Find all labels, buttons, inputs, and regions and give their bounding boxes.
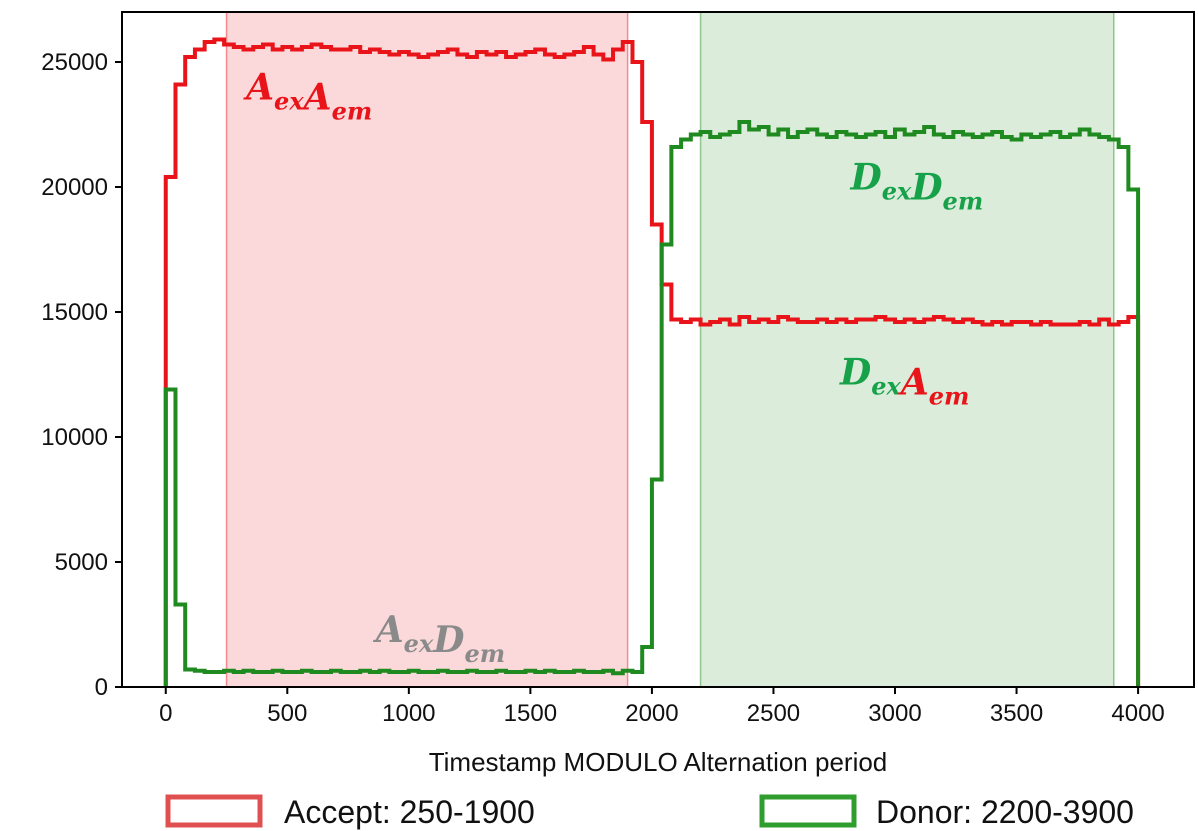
y-tick-label: 10000 xyxy=(41,424,108,451)
series-line-1 xyxy=(163,120,1141,687)
y-tick-label: 20000 xyxy=(41,174,108,201)
plot-frame xyxy=(121,11,1195,688)
annotation-subscript: em xyxy=(943,187,984,216)
x-tick-label: 3000 xyxy=(868,700,921,727)
legend-swatch-0 xyxy=(165,794,263,828)
x-tick-label: 2000 xyxy=(625,700,678,727)
y-tick-label: 0 xyxy=(95,674,108,701)
y-tick-label: 5000 xyxy=(55,549,108,576)
annotation-symbol: D xyxy=(432,619,464,661)
x-tick-label: 1000 xyxy=(382,700,435,727)
x-tick-label: 0 xyxy=(159,700,172,727)
legend: Accept: 250-1900 Donor: 2200-3900 xyxy=(165,794,1134,830)
annotation-subscript: em xyxy=(929,382,970,411)
x-axis-label: Timestamp MODULO Alternation period xyxy=(429,747,888,777)
shaded-regions xyxy=(225,11,1115,688)
annotation-symbol: A xyxy=(898,362,929,404)
x-tick-label: 3500 xyxy=(990,700,1043,727)
shaded-region-0 xyxy=(225,11,629,688)
y-tick-label: 25000 xyxy=(41,49,108,76)
y-tick-label: 15000 xyxy=(41,299,108,326)
annotation-symbol: A xyxy=(373,609,404,651)
legend-label-0: Accept: 250-1900 xyxy=(284,794,535,830)
annotation-symbol: A xyxy=(301,77,332,119)
annotation-subscript: ex xyxy=(274,87,304,116)
x-tick-label: 2500 xyxy=(747,700,800,727)
annotation-subscript: ex xyxy=(882,177,912,206)
annotation-symbol: A xyxy=(243,67,274,109)
x-tick-label: 1500 xyxy=(504,700,557,727)
annotation-dd: DexDem xyxy=(850,157,984,216)
annotation-subscript: em xyxy=(332,97,373,126)
annotation-subscript: ex xyxy=(404,629,434,658)
annotation-symbol: D xyxy=(850,157,882,199)
annotation-symbol: D xyxy=(910,167,942,209)
annotation-aa: AexAem xyxy=(243,67,372,126)
annotation-subscript: ex xyxy=(871,372,901,401)
annotation-da: DexAem xyxy=(839,352,969,411)
series-line-0 xyxy=(163,37,1141,687)
x-tick-label: 4000 xyxy=(1111,700,1164,727)
series-layer xyxy=(163,37,1141,687)
annotation-ad: AexDem xyxy=(373,609,505,668)
annotation-symbol: D xyxy=(839,352,871,394)
legend-swatch-1 xyxy=(759,794,857,828)
annotation-subscript: em xyxy=(464,639,505,668)
axis-ticks: 0 500 1000 1500 2000 2500 3000 3500 4000 0 5000 100… xyxy=(41,49,1165,727)
x-tick-label: 500 xyxy=(267,700,307,727)
shaded-region-1 xyxy=(699,11,1115,688)
legend-label-1: Donor: 2200-3900 xyxy=(876,794,1134,830)
